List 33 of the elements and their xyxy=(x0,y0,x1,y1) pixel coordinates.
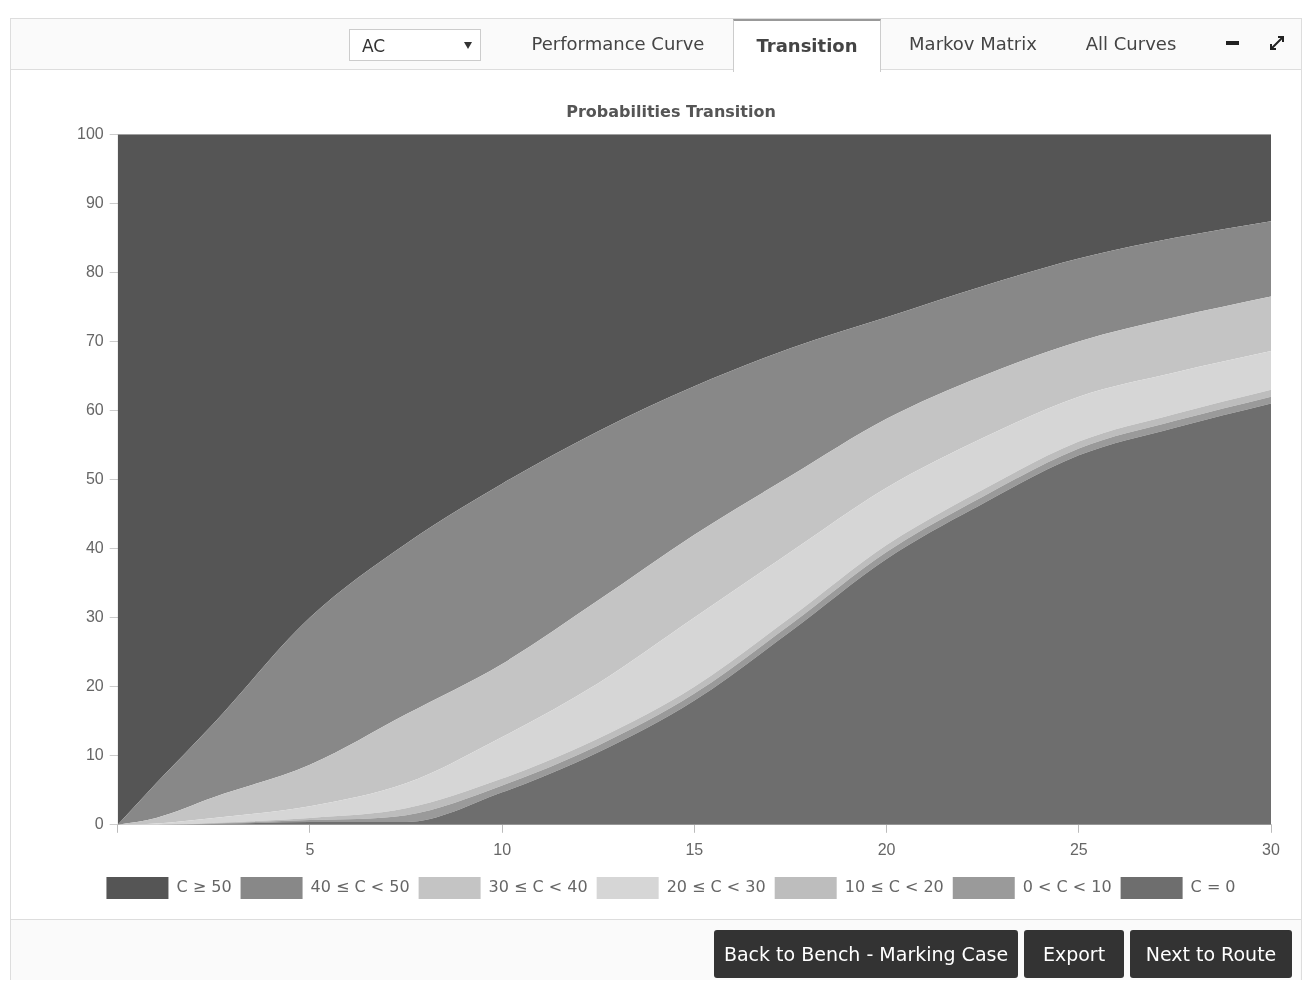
x-tick-label: 20 xyxy=(877,840,896,858)
x-tick-label: 15 xyxy=(685,840,704,858)
legend-label: 20 ≤ C < 30 xyxy=(666,877,766,897)
legend-label: C ≥ 50 xyxy=(176,877,232,897)
legend-label: 40 ≤ C < 50 xyxy=(310,877,410,897)
text: Next to Route xyxy=(1130,930,1292,978)
y-tick-label: 40 xyxy=(85,538,104,556)
x-tick-label: 30 xyxy=(1262,840,1280,858)
chart-title: Probabilities Transition xyxy=(566,101,776,121)
legend-label: 10 ≤ C < 20 xyxy=(844,877,944,897)
y-tick-label: 90 xyxy=(85,193,104,211)
text: Back to Bench - Marking Case xyxy=(714,930,1018,978)
legend-label: 0 < C < 10 xyxy=(1022,877,1112,897)
y-tick-label: 20 xyxy=(85,677,104,695)
y-tick-label: 10 xyxy=(85,746,104,764)
y-tick-label: 60 xyxy=(85,400,104,418)
y-tick-label: 80 xyxy=(85,262,104,280)
text: Markov Matrix xyxy=(908,32,1038,56)
y-tick-label: 30 xyxy=(85,608,104,626)
text: Export xyxy=(1024,930,1124,978)
text: Transition xyxy=(733,19,881,72)
legend-label: C = 0 xyxy=(1190,877,1236,897)
x-tick-label: 5 xyxy=(305,840,315,858)
y-tick-label: 50 xyxy=(85,469,104,487)
y-tick-label: 70 xyxy=(85,331,104,349)
x-tick-label: 25 xyxy=(1069,840,1088,858)
x-tick-label: 10 xyxy=(493,840,512,858)
text: AC xyxy=(349,29,481,61)
y-tick-label: 100 xyxy=(76,124,104,142)
y-tick-label: 0 xyxy=(94,815,104,833)
text: All Curves xyxy=(1084,32,1178,56)
legend-label: 30 ≤ C < 40 xyxy=(488,877,588,897)
text: Performance Curve xyxy=(530,32,706,56)
